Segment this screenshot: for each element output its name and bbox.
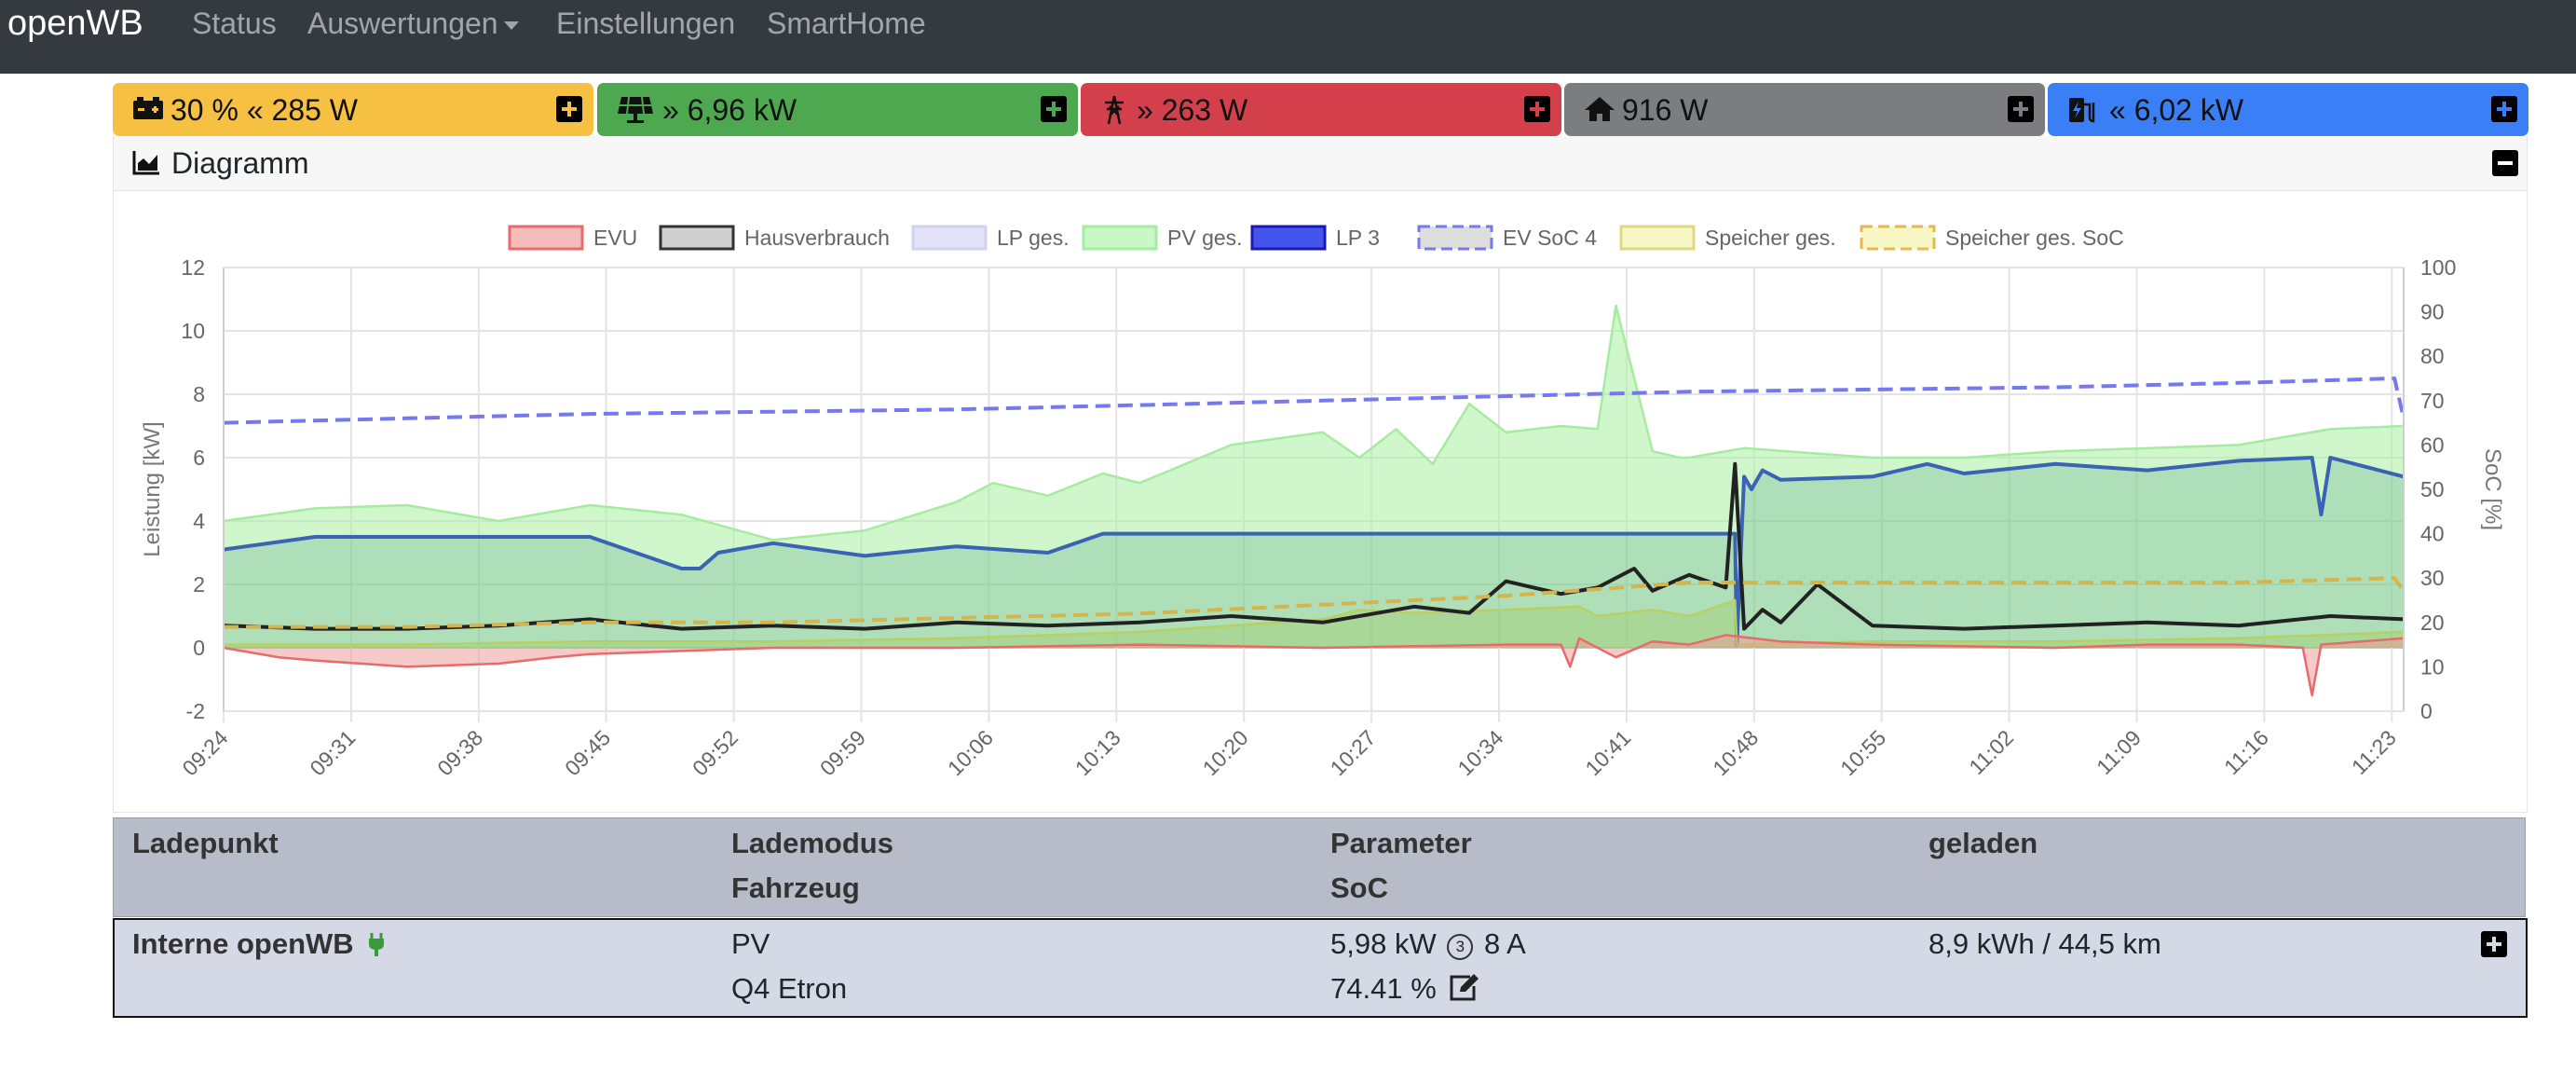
header-ladepunkt: Ladepunkt xyxy=(132,827,279,859)
charge-mode[interactable]: PV xyxy=(731,927,770,960)
chargepoint-name-label: Interne openWB xyxy=(132,927,354,960)
plug-icon xyxy=(369,933,385,956)
expand-battery-button[interactable] xyxy=(556,96,582,122)
vehicle-soc-value: 74.41 % xyxy=(1330,972,1437,1005)
diagram-title: Diagramm xyxy=(171,146,309,180)
chevron-down-icon xyxy=(503,21,519,31)
chargepoint-name[interactable]: Interne openWB xyxy=(132,926,386,963)
table-header: Ladepunkt Lademodus Fahrzeug Parameter S… xyxy=(113,817,2526,917)
expand-house-button[interactable] xyxy=(2008,96,2034,122)
area-chart-icon xyxy=(132,151,159,175)
header-soc: SoC xyxy=(1330,871,1388,904)
tile-grid[interactable]: » 263 W xyxy=(1081,83,1561,136)
charging-station-icon xyxy=(2069,98,2095,123)
charge-power: 5,98 kW xyxy=(1330,927,1437,960)
edit-soc-icon[interactable] xyxy=(1448,973,1481,1003)
home-icon xyxy=(1585,97,1615,121)
phase-count-icon: 3 xyxy=(1447,934,1474,960)
tile-charging[interactable]: « 6,02 kW xyxy=(2048,83,2528,136)
charge-parameter: 5,98 kW 3 8 A xyxy=(1330,926,1526,963)
header-geladen: geladen xyxy=(1929,827,2038,859)
nav-einstellungen[interactable]: Einstellungen xyxy=(556,7,736,40)
header-lademodus: Lademodus xyxy=(731,827,893,859)
vehicle-soc: 74.41 % xyxy=(1330,970,1481,1008)
nav-status[interactable]: Status xyxy=(192,7,277,40)
tile-house[interactable]: 916 W xyxy=(1564,83,2045,136)
collapse-diagram-button[interactable] xyxy=(2492,150,2518,176)
charge-current: 8 A xyxy=(1483,927,1526,960)
power-tower-icon xyxy=(1105,95,1124,125)
charging-value: « 6,02 kW xyxy=(2109,93,2244,127)
expand-grid-button[interactable] xyxy=(1524,96,1550,122)
expand-pv-button[interactable] xyxy=(1041,96,1067,122)
tile-pv[interactable]: » 6,96 kW xyxy=(597,83,1078,136)
nav-auswertungen[interactable]: Auswertungen xyxy=(307,5,519,42)
house-value: 916 W xyxy=(1622,93,1709,127)
brand-logo[interactable]: openWB xyxy=(7,4,143,43)
charged-energy: 8,9 kWh / 44,5 km xyxy=(1929,927,2161,960)
diagram-card: Diagramm xyxy=(113,136,2528,813)
pv-value: » 6,96 kW xyxy=(662,93,797,127)
expand-chargepoint-button[interactable] xyxy=(2481,931,2507,957)
nav-smarthome[interactable]: SmartHome xyxy=(767,7,926,40)
nav-auswertungen-label: Auswertungen xyxy=(307,7,498,40)
battery-value: 30 % « 285 W xyxy=(170,93,358,127)
tile-battery[interactable]: 30 % « 285 W xyxy=(113,83,593,136)
vehicle-name: Q4 Etron xyxy=(731,972,848,1005)
navbar: openWB Status Auswertungen Einstellungen… xyxy=(0,0,2576,74)
header-fahrzeug: Fahrzeug xyxy=(731,871,860,904)
car-battery-icon xyxy=(133,97,163,119)
diagram-header[interactable]: Diagramm xyxy=(114,136,2527,191)
table-row[interactable]: Interne openWB PV Q4 Etron 5,98 kW 3 8 A… xyxy=(113,918,2528,1018)
header-parameter: Parameter xyxy=(1330,827,1472,859)
solar-panel-icon xyxy=(618,96,653,123)
expand-charging-button[interactable] xyxy=(2491,96,2517,122)
grid-value: » 263 W xyxy=(1137,93,1248,127)
